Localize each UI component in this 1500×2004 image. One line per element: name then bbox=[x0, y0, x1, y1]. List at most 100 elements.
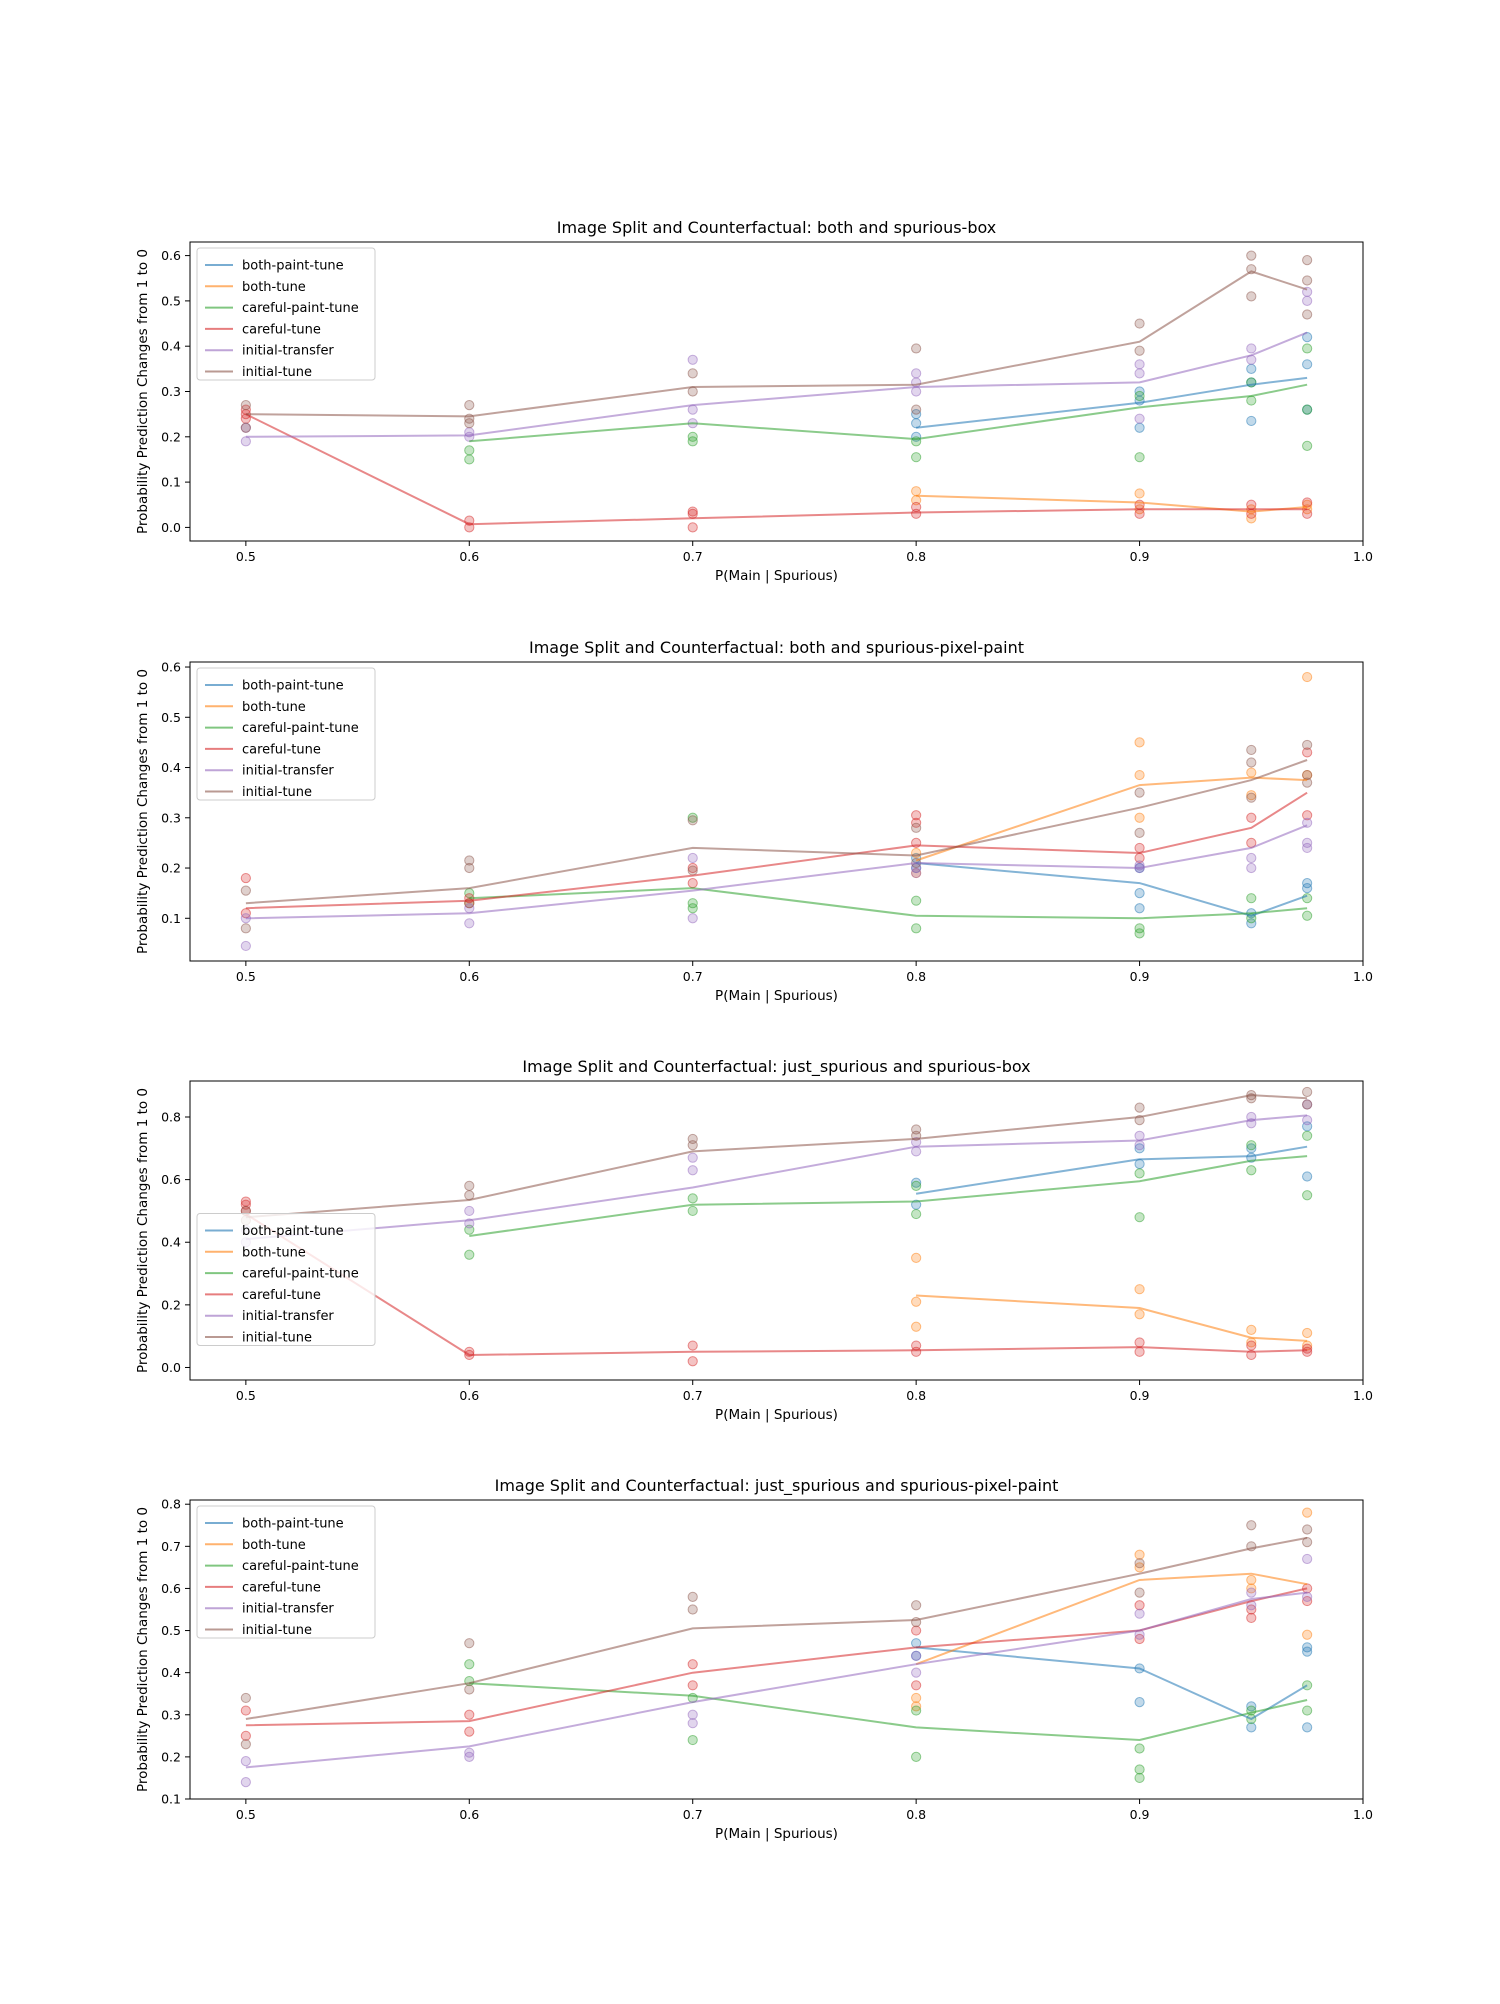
x-tick-label: 0.7 bbox=[683, 549, 703, 564]
y-tick-label: 0.5 bbox=[161, 710, 181, 725]
chart-title: Image Split and Counterfactual: both and… bbox=[557, 218, 997, 237]
scatter-point bbox=[1302, 440, 1313, 451]
legend-box bbox=[196, 1505, 376, 1639]
scatter-point bbox=[687, 898, 698, 909]
scatter-point bbox=[240, 422, 251, 433]
axes-frame bbox=[189, 1499, 1364, 1800]
scatter-point bbox=[911, 1208, 922, 1220]
y-tick-label: 0.6 bbox=[161, 660, 181, 675]
legend-entry: careful-paint-tune bbox=[242, 301, 359, 316]
scatter-point bbox=[240, 940, 251, 952]
scatter-point bbox=[464, 1726, 475, 1737]
scatter-point bbox=[1246, 862, 1257, 874]
scatter-point bbox=[1302, 497, 1313, 508]
x-tick-label: 0.7 bbox=[683, 1388, 703, 1403]
series-line-initial-transfer bbox=[245, 331, 1308, 438]
scatter-point bbox=[1134, 368, 1145, 379]
scatter-point bbox=[464, 1180, 475, 1191]
chart-title: Image Split and Counterfactual: just_spu… bbox=[522, 1057, 1030, 1077]
scatter-point bbox=[1302, 810, 1313, 821]
scatter-point bbox=[1246, 852, 1257, 864]
scatter-point bbox=[687, 1193, 698, 1204]
legend-entry: initial-transfer bbox=[242, 1309, 334, 1324]
series-line-careful-tune bbox=[245, 791, 1308, 910]
y-tick-label: 0.4 bbox=[161, 339, 181, 354]
y-tick-label: 0.7 bbox=[161, 1539, 181, 1554]
scatter-point bbox=[1302, 1591, 1313, 1602]
scatter-point bbox=[687, 1604, 698, 1615]
scatter-point bbox=[1246, 415, 1257, 427]
series-line-both-tune bbox=[915, 776, 1308, 862]
chart-title: Image Split and Counterfactual: just_spu… bbox=[495, 1476, 1059, 1496]
x-tick-label: 0.8 bbox=[906, 549, 926, 564]
scatter-point bbox=[1134, 413, 1145, 424]
scatter-point bbox=[911, 501, 922, 513]
scatter-point bbox=[911, 822, 922, 833]
scatter-point bbox=[1246, 291, 1257, 302]
x-tick-label: 1.0 bbox=[1353, 969, 1373, 984]
scatter-point bbox=[1302, 1190, 1313, 1201]
legend-entry: both-paint-tune bbox=[242, 259, 344, 274]
scatter-point bbox=[464, 1684, 475, 1695]
scatter-point bbox=[464, 1659, 475, 1670]
y-axis-label: Probability Prediction Changes from 1 to… bbox=[135, 1088, 151, 1373]
scatter-point bbox=[1246, 395, 1257, 406]
y-tick-label: 0.4 bbox=[161, 760, 181, 775]
scatter-point bbox=[911, 1692, 922, 1704]
legend-entry: both-paint-tune bbox=[242, 679, 344, 694]
scatter-point bbox=[1302, 309, 1313, 320]
legend-entry: initial-transfer bbox=[242, 344, 334, 359]
series-line-both-paint-tune bbox=[916, 862, 1308, 917]
scatter-point bbox=[1246, 767, 1257, 778]
scatter-point bbox=[240, 1755, 251, 1767]
scatter-point bbox=[687, 815, 698, 826]
y-tick-label: 0.5 bbox=[161, 293, 181, 308]
legend-entry: both-paint-tune bbox=[242, 1224, 344, 1239]
scatter-point bbox=[240, 1692, 251, 1704]
legend-entry: initial-tune bbox=[242, 785, 312, 800]
scatter-point bbox=[1246, 250, 1257, 261]
legend: both-paint-tune both-tune careful-paint-tu… bbox=[196, 1505, 376, 1639]
scatter-point bbox=[240, 436, 251, 447]
scatter-point bbox=[1302, 1642, 1313, 1653]
scatter-point bbox=[1246, 757, 1257, 768]
scatter-point bbox=[911, 343, 922, 354]
scatter-point bbox=[911, 1340, 922, 1351]
scatter-point bbox=[1134, 1549, 1145, 1560]
y-tick-label: 0.8 bbox=[161, 1110, 181, 1125]
scatter-point bbox=[1134, 769, 1145, 781]
scatter-point bbox=[1134, 1608, 1145, 1619]
x-tick-label: 0.9 bbox=[1130, 549, 1150, 564]
scatter-point bbox=[1302, 1705, 1313, 1716]
scatter-point bbox=[687, 1591, 698, 1602]
scatter-point bbox=[1302, 1722, 1313, 1733]
legend-entry: both-tune bbox=[242, 280, 306, 295]
chart-panel: Image Split and Counterfactual: just_spu… bbox=[135, 1057, 1373, 1423]
scatter-point bbox=[687, 1340, 698, 1351]
y-tick-label: 0.3 bbox=[161, 810, 181, 825]
x-tick-label: 0.7 bbox=[683, 969, 703, 984]
scatter-point bbox=[687, 368, 698, 379]
scatter-point bbox=[1246, 812, 1257, 823]
scatter-point bbox=[1134, 359, 1145, 370]
scatter-point bbox=[240, 1739, 251, 1750]
x-tick-label: 0.9 bbox=[1130, 1388, 1150, 1403]
y-tick-label: 0.6 bbox=[161, 1172, 181, 1187]
scatter-point bbox=[911, 1600, 922, 1611]
scatter-point bbox=[687, 1152, 698, 1163]
plot-area bbox=[240, 250, 1313, 533]
scatter-point bbox=[1302, 1553, 1313, 1565]
series-line-both-paint-tune bbox=[915, 376, 1308, 429]
scatter-point bbox=[240, 885, 251, 896]
y-tick-label: 0.2 bbox=[161, 1749, 181, 1764]
scatter-point bbox=[687, 865, 698, 876]
x-tick-label: 0.6 bbox=[459, 1807, 479, 1822]
scatter-point bbox=[687, 354, 698, 365]
chart-panel: Image Split and Counterfactual: both and… bbox=[135, 218, 1373, 584]
scatter-point bbox=[687, 1356, 698, 1367]
x-tick-label: 1.0 bbox=[1353, 1388, 1373, 1403]
y-tick-label: 0.2 bbox=[161, 429, 181, 444]
series-line-careful-tune bbox=[245, 1213, 1308, 1357]
scatter-point bbox=[1302, 508, 1313, 519]
x-tick-label: 0.5 bbox=[236, 549, 256, 564]
